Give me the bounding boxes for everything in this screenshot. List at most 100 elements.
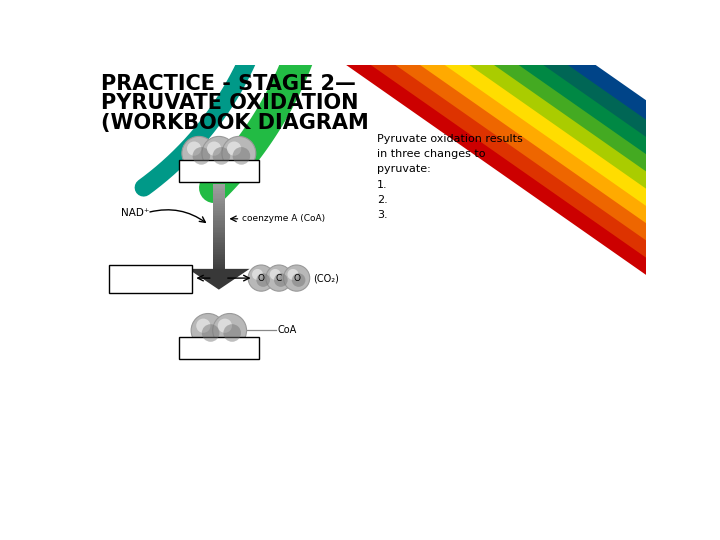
- Polygon shape: [567, 65, 647, 120]
- Circle shape: [187, 141, 201, 156]
- Bar: [212, 189, 225, 191]
- Text: PYRUVATE OXIDATION: PYRUVATE OXIDATION: [101, 93, 359, 113]
- Text: O: O: [293, 274, 300, 282]
- Polygon shape: [371, 65, 647, 258]
- Text: O: O: [258, 274, 265, 282]
- Bar: [212, 220, 225, 221]
- Bar: [212, 225, 225, 226]
- Polygon shape: [469, 65, 647, 189]
- Circle shape: [192, 147, 210, 165]
- Bar: [212, 228, 225, 230]
- Bar: [212, 267, 225, 269]
- Bar: [212, 203, 225, 205]
- Bar: [212, 262, 225, 264]
- Text: coenzyme A (CoA): coenzyme A (CoA): [242, 214, 325, 224]
- Bar: [212, 238, 225, 240]
- Text: Pyruvate oxidation results
in three changes to
pyruvate:
1.
2.
3.: Pyruvate oxidation results in three chan…: [377, 134, 523, 220]
- Bar: [212, 206, 225, 208]
- Circle shape: [256, 273, 270, 287]
- Polygon shape: [543, 65, 647, 137]
- Circle shape: [227, 141, 241, 156]
- Circle shape: [182, 137, 216, 170]
- Circle shape: [274, 273, 288, 287]
- Bar: [212, 245, 225, 247]
- Bar: [212, 186, 225, 187]
- Circle shape: [248, 265, 274, 291]
- Bar: [212, 242, 225, 244]
- Bar: [212, 199, 225, 201]
- Circle shape: [222, 137, 256, 170]
- Bar: [212, 248, 225, 250]
- Circle shape: [202, 137, 235, 170]
- Bar: [212, 187, 225, 189]
- Circle shape: [270, 269, 281, 280]
- Circle shape: [197, 319, 210, 333]
- Bar: [212, 252, 225, 254]
- Bar: [212, 259, 225, 260]
- Circle shape: [223, 324, 241, 342]
- Circle shape: [212, 314, 246, 347]
- Circle shape: [217, 319, 232, 333]
- Bar: [212, 221, 225, 223]
- Circle shape: [207, 141, 221, 156]
- Bar: [212, 217, 225, 218]
- Polygon shape: [188, 269, 250, 289]
- Bar: [212, 235, 225, 237]
- Bar: [212, 255, 225, 257]
- Polygon shape: [395, 65, 647, 240]
- Circle shape: [252, 269, 263, 280]
- Bar: [212, 237, 225, 238]
- Bar: [212, 250, 225, 252]
- Bar: [212, 260, 225, 262]
- Bar: [212, 233, 225, 235]
- Bar: [212, 210, 225, 211]
- Circle shape: [233, 147, 251, 165]
- Text: CoA: CoA: [277, 326, 297, 335]
- Bar: [212, 247, 225, 248]
- Text: C: C: [276, 274, 282, 282]
- Polygon shape: [420, 65, 647, 223]
- Bar: [212, 198, 225, 199]
- Bar: [212, 257, 225, 259]
- Polygon shape: [494, 65, 647, 172]
- Circle shape: [202, 324, 220, 342]
- Bar: [212, 244, 225, 245]
- Bar: [212, 213, 225, 214]
- Bar: [212, 201, 225, 203]
- Bar: [212, 191, 225, 193]
- Polygon shape: [518, 65, 647, 154]
- Bar: [212, 240, 225, 242]
- Text: NAD⁺: NAD⁺: [121, 208, 150, 218]
- Bar: [109, 265, 192, 293]
- Text: (WORKBOOK DIAGRAM: (WORKBOOK DIAGRAM: [101, 112, 369, 132]
- Bar: [212, 211, 225, 213]
- Bar: [212, 223, 225, 225]
- Bar: [212, 214, 225, 217]
- Bar: [212, 184, 225, 186]
- Bar: [212, 208, 225, 210]
- Polygon shape: [444, 65, 647, 206]
- Circle shape: [191, 314, 225, 347]
- Text: (CO₂): (CO₂): [314, 273, 339, 283]
- Bar: [179, 338, 259, 359]
- Bar: [212, 205, 225, 206]
- Polygon shape: [346, 65, 647, 275]
- Bar: [212, 196, 225, 198]
- Circle shape: [292, 273, 305, 287]
- Circle shape: [212, 147, 230, 165]
- Circle shape: [284, 265, 310, 291]
- Circle shape: [266, 265, 292, 291]
- Bar: [212, 266, 225, 267]
- Bar: [212, 264, 225, 266]
- Bar: [179, 160, 259, 182]
- FancyArrowPatch shape: [150, 210, 205, 222]
- Bar: [212, 254, 225, 255]
- Bar: [212, 193, 225, 194]
- Bar: [212, 232, 225, 233]
- Text: PRACTICE - STAGE 2—: PRACTICE - STAGE 2—: [101, 74, 356, 94]
- Bar: [212, 218, 225, 220]
- Circle shape: [287, 269, 299, 280]
- Bar: [212, 226, 225, 228]
- Bar: [212, 230, 225, 232]
- Bar: [212, 194, 225, 196]
